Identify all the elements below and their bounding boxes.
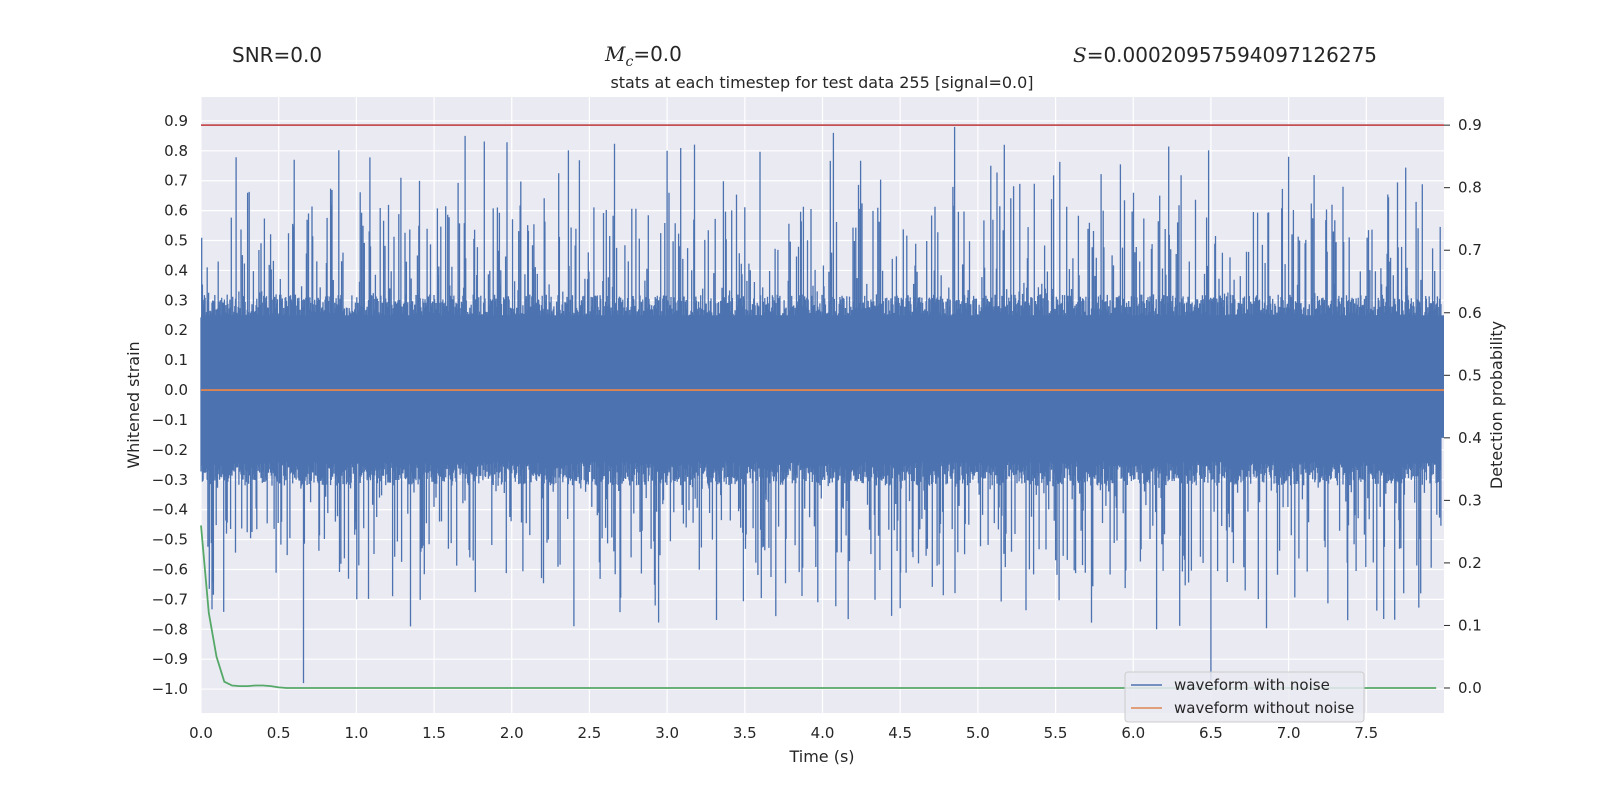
y2-tick-label: 0.7 — [1458, 241, 1482, 259]
y-tick-label: 0.1 — [164, 351, 188, 369]
y2-tick-label: 0.5 — [1458, 366, 1482, 384]
x-tick-label: 5.0 — [966, 724, 990, 742]
series-lines — [200, 124, 1444, 689]
mc-value: =0.0 — [633, 42, 682, 66]
y-tick-label: 0.2 — [164, 321, 188, 339]
x-tick-label: 6.0 — [1121, 724, 1145, 742]
y2-tick-label: 0.9 — [1458, 116, 1482, 134]
y-tick-label: 0.7 — [164, 172, 188, 190]
y-tick-label: 0.4 — [164, 261, 188, 279]
legend-label-clean: waveform without noise — [1174, 699, 1354, 717]
y-tick-label: 0.3 — [164, 291, 188, 309]
y2-tick-label: 0.8 — [1458, 179, 1482, 197]
x-tick-label: 4.0 — [811, 724, 835, 742]
x-axis-label: Time (s) — [788, 747, 854, 766]
y-tick-label: 0.8 — [164, 142, 188, 160]
x-tick-label: 3.5 — [733, 724, 757, 742]
y-tick-label: −0.8 — [152, 620, 188, 638]
x-tick-label: 0.5 — [267, 724, 291, 742]
mc-subscript: c — [625, 54, 633, 70]
y2-tick-label: 0.1 — [1458, 616, 1482, 634]
x-tick-label: 4.5 — [888, 724, 912, 742]
waveform-core-band — [201, 315, 1444, 438]
y-tick-label: −0.2 — [152, 441, 188, 459]
legend-label-noise: waveform with noise — [1174, 676, 1330, 694]
x-tick-label: 5.5 — [1044, 724, 1068, 742]
x-tick-label: 2.5 — [578, 724, 602, 742]
y-tick-label: −0.3 — [152, 471, 188, 489]
mc-symbol: M — [604, 42, 626, 66]
legend-box — [1124, 671, 1365, 723]
y-tick-label: −0.6 — [152, 560, 188, 578]
s-value: =0.00020957594097126275 — [1087, 43, 1377, 67]
snr-stat: SNR=0.0 — [232, 43, 322, 67]
y-tick-label: 0.5 — [164, 232, 188, 250]
x-tick-label: 1.5 — [422, 724, 446, 742]
s-stat: S=0.00020957594097126275 — [1073, 43, 1377, 67]
legend: waveform with noise waveform without noi… — [1124, 671, 1365, 723]
y-tick-label: −0.1 — [152, 411, 188, 429]
x-tick-label: 7.0 — [1277, 724, 1301, 742]
y-axis-label: Whitened strain — [124, 341, 143, 468]
y-tick-label: 0.6 — [164, 202, 188, 220]
y2-tick-label: 0.2 — [1458, 554, 1482, 572]
detection-probability-line — [200, 525, 1437, 689]
y2-tick-label: 0.6 — [1458, 304, 1482, 322]
y-tick-label: 0.0 — [164, 381, 188, 399]
x-axis-ticks: 0.0 0.5 1.0 1.5 2.0 2.5 3.0 3.5 4.0 4.5 5.0 5.5 6.0 6… — [189, 724, 1378, 742]
x-tick-label: 2.0 — [500, 724, 524, 742]
x-tick-label: 0.0 — [189, 724, 213, 742]
x-tick-label: 3.0 — [655, 724, 679, 742]
y2-axis-ticks: 0.9 0.8 0.7 0.6 0.5 0.4 0.3 0.2 0.1 0.0 — [1444, 116, 1482, 697]
chart-title: stats at each timestep for test data 255… — [610, 73, 1033, 92]
x-tick-label: 6.5 — [1199, 724, 1223, 742]
y-tick-label: −0.5 — [152, 531, 188, 549]
y-tick-label: −0.7 — [152, 590, 188, 608]
y-tick-label: −0.9 — [152, 650, 188, 668]
mc-stat: Mc=0.0 — [604, 42, 682, 70]
y2-tick-label: 0.0 — [1458, 679, 1482, 697]
y-tick-label: −1.0 — [152, 680, 188, 698]
x-tick-label: 7.5 — [1354, 724, 1378, 742]
y2-axis-label: Detection probability — [1487, 321, 1506, 489]
y-tick-label: −0.4 — [152, 501, 188, 519]
waveform-with-noise-series — [200, 126, 1444, 684]
y-axis-ticks: 0.9 0.8 0.7 0.6 0.5 0.4 0.3 0.2 0.1 0.0 −0.1 −0.2 −0… — [152, 112, 188, 698]
s-symbol: S — [1073, 43, 1087, 67]
y2-tick-label: 0.3 — [1458, 491, 1482, 509]
y2-tick-label: 0.4 — [1458, 429, 1482, 447]
y-tick-label: 0.9 — [164, 112, 188, 130]
x-tick-label: 1.0 — [344, 724, 368, 742]
